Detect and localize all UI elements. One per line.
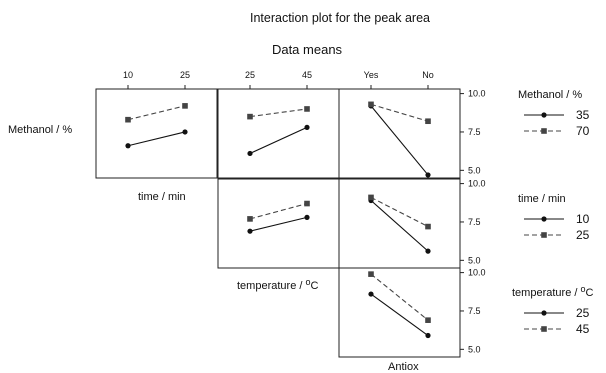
chart-layer: 10 25 25 45 Yes No 5.0 7.5 10.0 5.0 7.5 10.0 5.0 7.5 1… (8, 70, 594, 373)
data-point (125, 116, 131, 123)
data-point (182, 129, 188, 135)
chart-title: Interaction plot for the peak area (250, 11, 430, 25)
legend-label: 25 (576, 228, 590, 242)
data-point (425, 118, 431, 125)
legend-label: 25 (576, 306, 590, 320)
legend-marker (541, 216, 547, 222)
data-point (247, 113, 253, 120)
y-tick-label: 7.5 (468, 306, 481, 316)
data-point (125, 143, 131, 149)
y-tick-label: 7.5 (468, 127, 481, 137)
chart-subtitle: Data means (272, 42, 343, 57)
data-point (304, 214, 310, 220)
series-line (127, 105, 186, 121)
data-point (304, 106, 310, 112)
data-point (247, 150, 253, 157)
data-point (182, 103, 188, 109)
data-point (368, 271, 374, 277)
panel-frame (338, 178, 461, 269)
legend-marker (541, 232, 547, 238)
data-point (425, 332, 431, 339)
data-point (368, 291, 374, 297)
legend-marker (541, 128, 547, 134)
legend-title: time / min (518, 193, 566, 205)
data-point (425, 317, 431, 323)
legend-label: 10 (576, 212, 590, 226)
panel-frame (338, 88, 461, 179)
legend-label: 45 (576, 322, 590, 336)
y-tick-label: 10.0 (468, 179, 486, 189)
series-line (249, 216, 308, 232)
x-tick-label: 25 (180, 70, 190, 80)
series-line (127, 131, 186, 147)
data-point (247, 228, 253, 234)
legend-label: 35 (576, 108, 590, 122)
data-point (425, 172, 431, 178)
data-point (425, 248, 431, 254)
y-tick-label: 5.0 (468, 165, 481, 175)
factor-label-time: time / min (138, 191, 186, 203)
series-line (370, 196, 429, 228)
legend-marker (541, 310, 547, 316)
panel-frame (217, 88, 340, 179)
y-tick-label: 5.0 (468, 344, 481, 354)
factor-label-methanol: Methanol / % (8, 124, 72, 136)
data-point (368, 101, 374, 108)
factor-label-temperature: temperature / oC (237, 277, 319, 292)
series-line (249, 108, 308, 118)
y-tick-label: 10.0 (468, 89, 486, 99)
factor-label-antiox: Antiox (388, 361, 419, 373)
legend-title: Methanol / % (518, 89, 582, 101)
panel-frame (95, 88, 218, 179)
y-tick-label: 7.5 (468, 217, 481, 227)
series-line (370, 293, 429, 336)
series-line (370, 105, 429, 176)
panel-frame (338, 267, 461, 358)
legend-marker (541, 112, 547, 118)
data-point (304, 200, 310, 207)
data-point (304, 124, 310, 130)
series-line (370, 103, 429, 122)
data-point (368, 194, 374, 201)
x-tick-label: Yes (364, 70, 379, 80)
y-tick-label: 5.0 (468, 255, 481, 265)
series-line (249, 203, 308, 220)
series-line (370, 273, 429, 321)
panel-frame (217, 178, 340, 269)
x-tick-label: 45 (302, 70, 312, 80)
data-point (247, 216, 253, 222)
x-tick-label: No (422, 70, 434, 80)
x-tick-label: 10 (123, 70, 133, 80)
legend-label: 70 (576, 124, 590, 138)
series-line (249, 126, 308, 154)
x-tick-label: 25 (245, 70, 255, 80)
legend-marker (541, 326, 547, 332)
y-tick-label: 10.0 (468, 268, 486, 278)
series-line (370, 200, 429, 252)
legend-title: temperature / oC (512, 284, 594, 299)
data-point (425, 223, 431, 230)
